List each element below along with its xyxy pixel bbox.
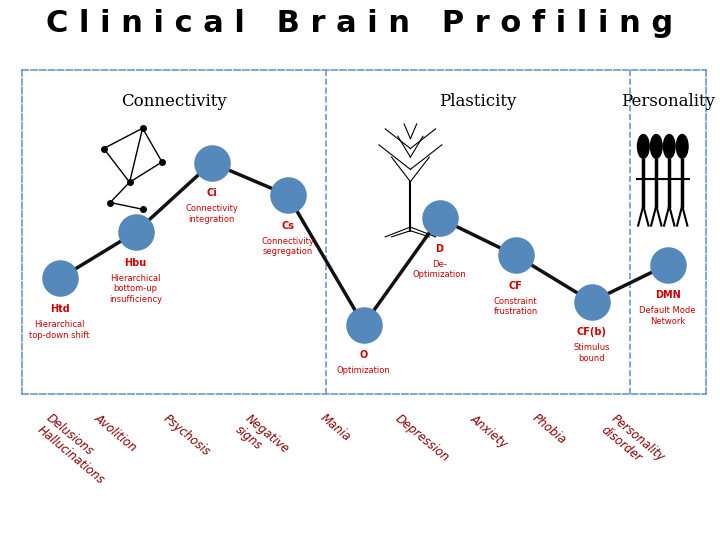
Text: Htd: Htd	[50, 304, 69, 314]
Circle shape	[676, 134, 688, 158]
Text: Depression: Depression	[393, 411, 452, 464]
Point	[130, 228, 141, 237]
Text: Anxiety: Anxiety	[468, 411, 510, 450]
Point	[206, 158, 217, 167]
Circle shape	[663, 134, 675, 158]
Text: De-
Optimization: De- Optimization	[413, 260, 467, 279]
Text: Personality: Personality	[621, 93, 714, 110]
Text: Hbu: Hbu	[125, 258, 147, 268]
Text: O: O	[359, 350, 368, 360]
Text: D: D	[436, 244, 444, 254]
Text: Connectivity
integration: Connectivity integration	[185, 205, 238, 224]
Text: Connectivity
segregation: Connectivity segregation	[261, 237, 314, 256]
Circle shape	[637, 134, 649, 158]
Point	[434, 214, 446, 222]
Text: Delusions
Hallucinations: Delusions Hallucinations	[35, 411, 116, 487]
Text: DMN: DMN	[654, 290, 680, 300]
Text: Constraint
frustration: Constraint frustration	[493, 297, 538, 316]
Text: Mania: Mania	[318, 411, 353, 444]
Point	[54, 274, 66, 283]
Point	[358, 320, 369, 329]
Point	[586, 298, 598, 306]
Text: Psychosis: Psychosis	[161, 411, 212, 458]
Text: Connectivity: Connectivity	[121, 93, 227, 110]
Text: Avolition: Avolition	[92, 411, 140, 455]
Point	[282, 191, 293, 199]
Text: Optimization: Optimization	[337, 367, 390, 375]
Text: CF(b): CF(b)	[577, 327, 606, 337]
Text: Stimulus
bound: Stimulus bound	[573, 343, 610, 363]
Text: Ci: Ci	[206, 188, 217, 198]
Text: C l i n i c a l   B r a i n   P r o f i l i n g: C l i n i c a l B r a i n P r o f i l i …	[46, 9, 674, 38]
Text: Hierarchical
bottom-up
insufficiency: Hierarchical bottom-up insufficiency	[109, 274, 162, 303]
Text: Hierarchical
top-down shift: Hierarchical top-down shift	[30, 320, 90, 340]
Text: CF: CF	[508, 281, 523, 291]
Text: Default Mode
Network: Default Mode Network	[639, 306, 696, 326]
Text: Personality
disorder: Personality disorder	[599, 411, 667, 475]
Text: Cs: Cs	[281, 221, 294, 231]
Point	[510, 251, 521, 260]
Text: Plasticity: Plasticity	[439, 93, 516, 110]
Point	[662, 260, 673, 269]
Text: Negative
signs: Negative signs	[233, 411, 292, 467]
Text: Phobia: Phobia	[530, 411, 569, 447]
Circle shape	[650, 134, 662, 158]
